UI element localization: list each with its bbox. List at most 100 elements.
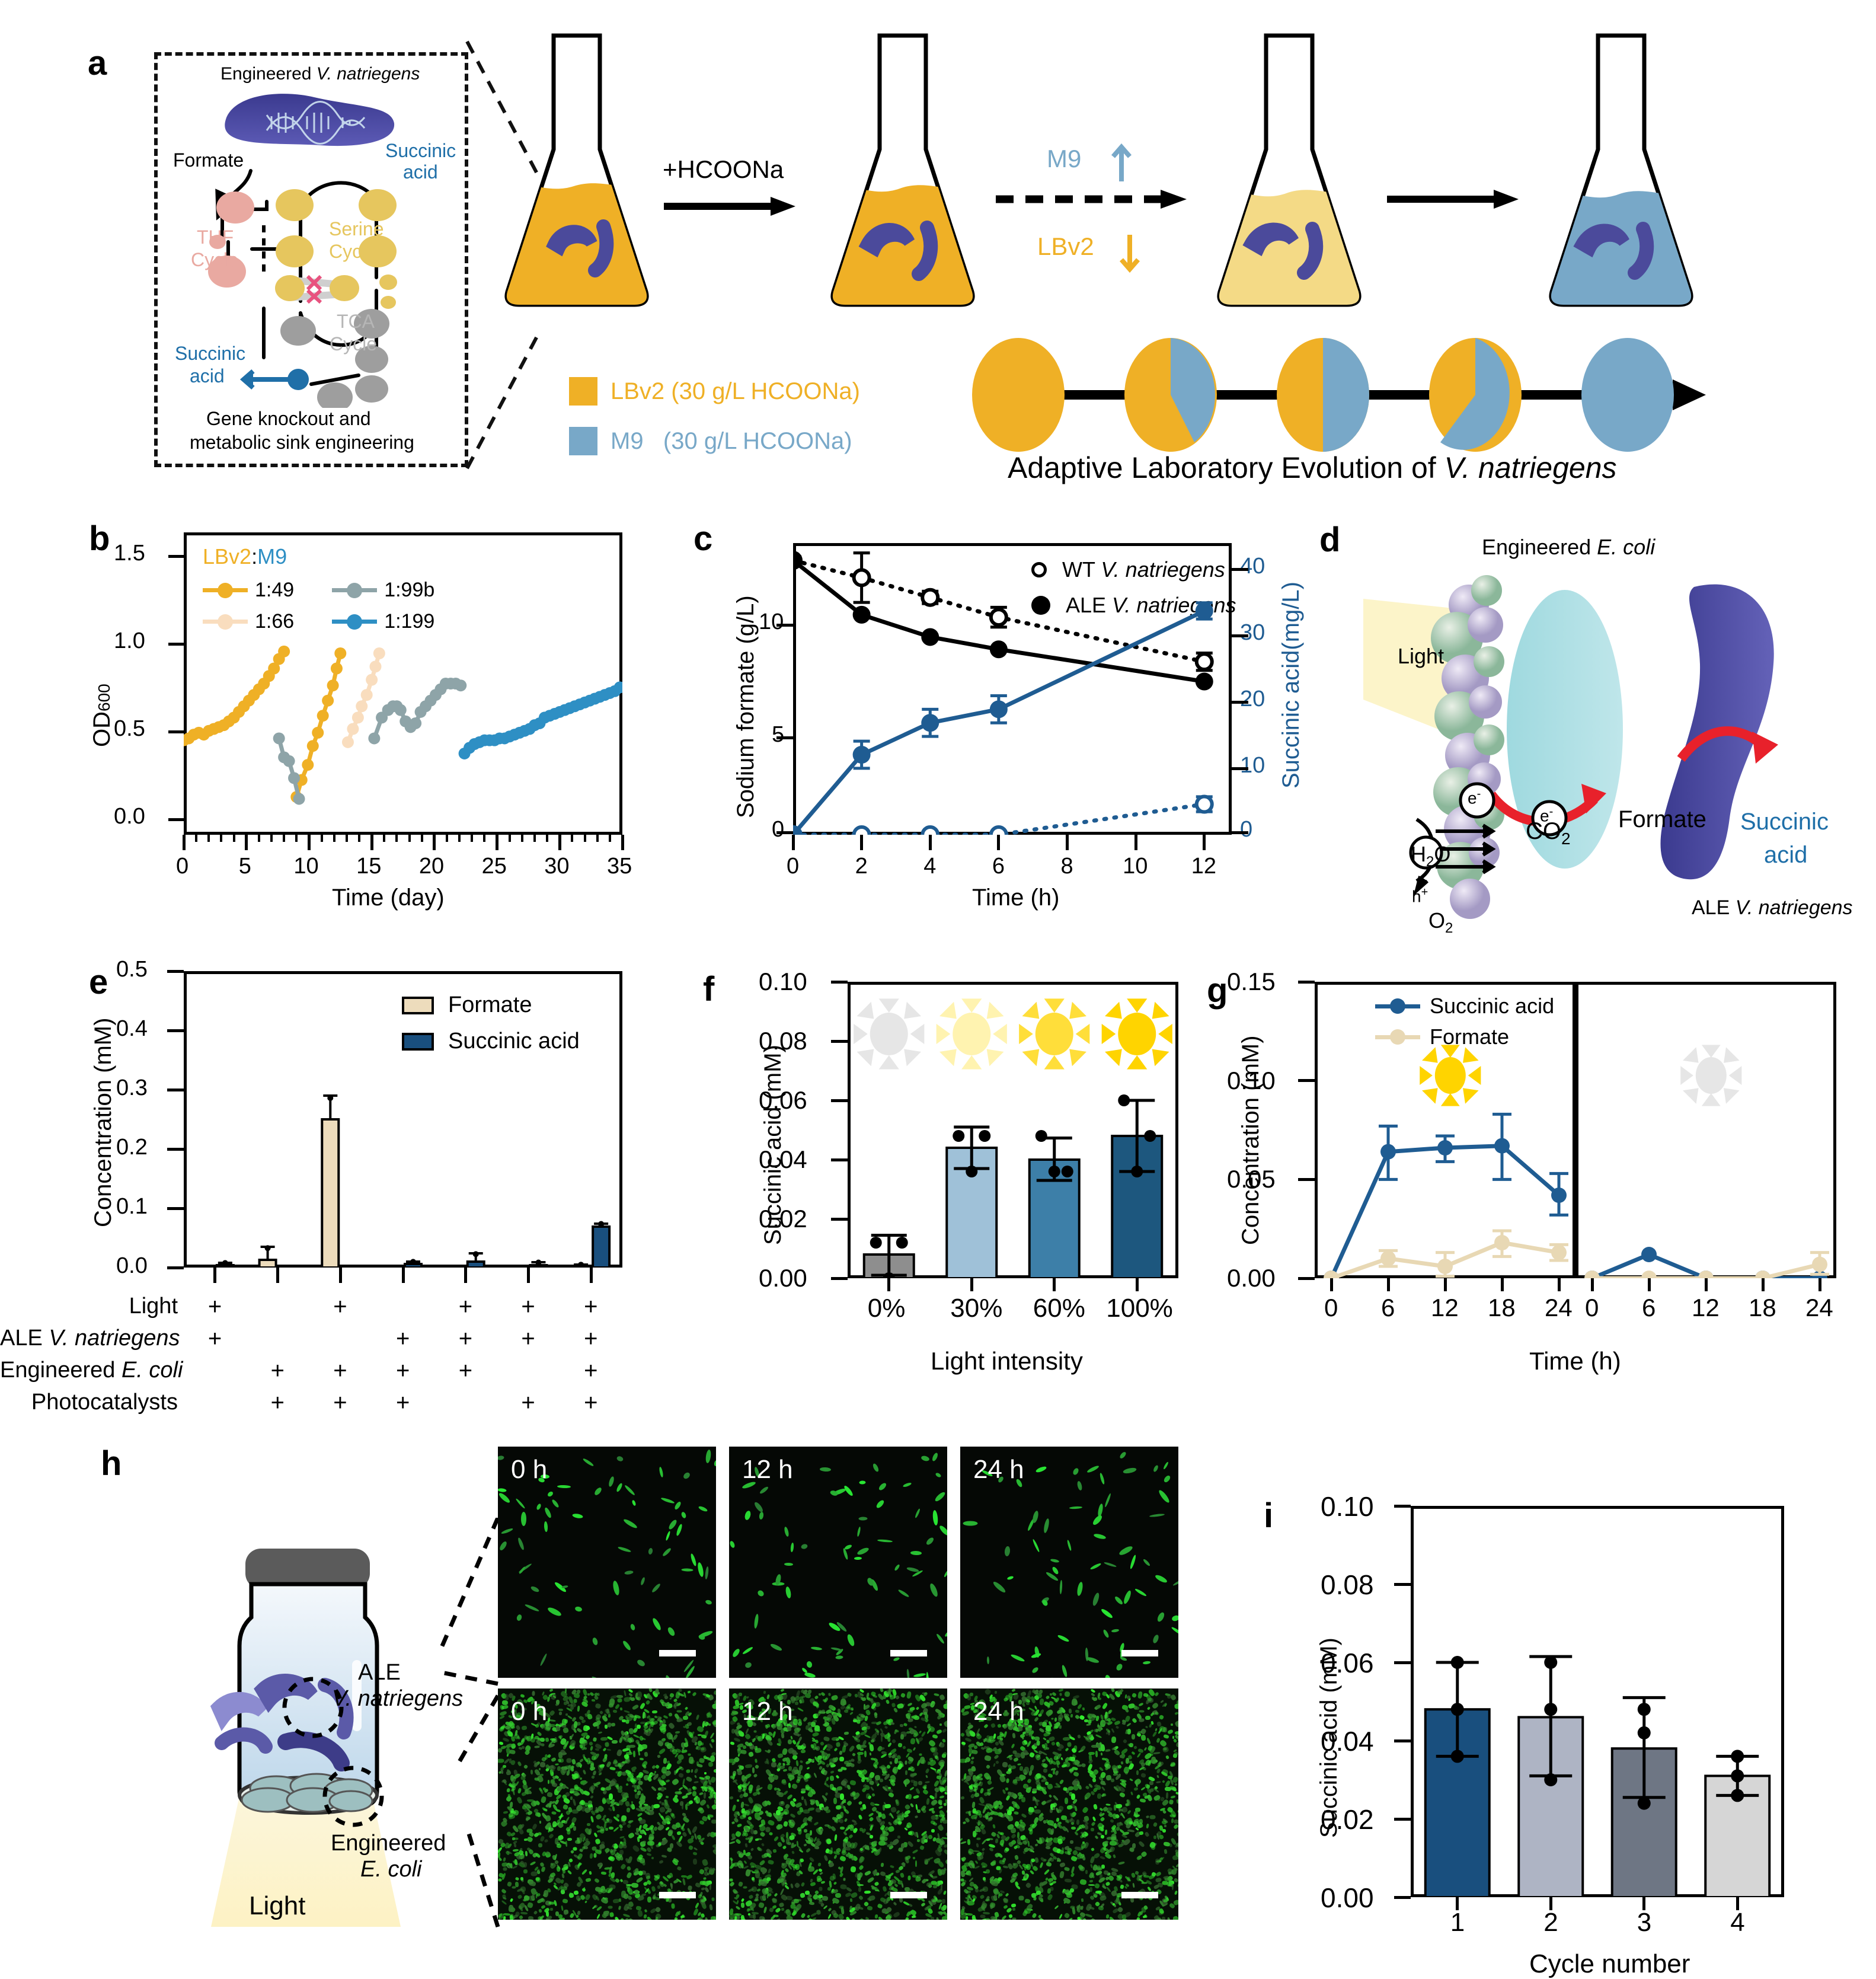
condition-plus-mark: + — [333, 1358, 347, 1384]
tick-label: 0.4 — [116, 1016, 148, 1041]
panel-b-xlabel: Time (day) — [332, 885, 445, 911]
panel-d-bottom-label: ALE V. natriegens — [1692, 896, 1853, 919]
condition-plus-mark: + — [521, 1326, 535, 1352]
legend-line-1-66 — [203, 614, 248, 630]
panel-d-co2-label: CO2 — [1526, 818, 1571, 848]
tick-mark — [220, 835, 223, 842]
tick-label: 0.04 — [759, 1145, 807, 1173]
tick-mark — [1298, 1079, 1315, 1083]
panel-f-plot-area — [854, 998, 1172, 1278]
tick-label: 12 — [1692, 1294, 1720, 1322]
panel-e-legend-succinic: Succinic acid — [402, 1029, 580, 1054]
panel-e-legend: Formate Succinic acid — [402, 992, 580, 1054]
tick-mark — [496, 835, 499, 850]
legend-line-1-99 — [332, 582, 378, 598]
tick-mark — [338, 1268, 342, 1283]
tick-mark — [1394, 1739, 1411, 1742]
tick-mark — [167, 969, 184, 973]
condition-plus-mark: + — [521, 1390, 535, 1416]
condition-plus-mark: + — [333, 1294, 347, 1320]
tick-mark — [1298, 980, 1315, 984]
tick-mark — [608, 835, 611, 842]
tick-label: 0% — [867, 1294, 906, 1323]
tick-mark — [1704, 1278, 1708, 1291]
panel-d-succinic-1: Succinic — [1740, 809, 1829, 835]
tick-mark — [1500, 1278, 1504, 1291]
condition-plus-mark: + — [458, 1326, 473, 1352]
panel-c-xlabel: Time (h) — [972, 885, 1060, 911]
tick-label: 8 — [1060, 854, 1073, 879]
panel-b-ytick-0p5: 0.5 — [114, 716, 145, 741]
arrow-3 — [1387, 190, 1519, 209]
tick-mark — [320, 835, 323, 842]
tick-label: 0.5 — [116, 957, 148, 982]
panel-d-electron-2: e- — [1540, 805, 1554, 825]
legend-swatch-formate — [402, 996, 434, 1014]
panel-i-letter: i — [1264, 1496, 1274, 1535]
tick-mark — [1818, 1278, 1821, 1291]
panel-f: f Succinic acid (mM) 0.00 0.02 0.04 0.06 0.0… — [682, 949, 1191, 1399]
condition-plus-mark: + — [458, 1358, 473, 1384]
tick-mark — [245, 835, 248, 850]
panel-h-row1-label-2: V. natriegens — [332, 1686, 464, 1711]
tick-mark — [283, 835, 286, 842]
panel-b-plot-area — [184, 645, 622, 805]
serine-cycle-label-1: Serine — [329, 218, 384, 240]
panel-b-legend-title-m9: M9 — [257, 544, 287, 569]
tick-label: 4 — [923, 854, 937, 879]
tick-mark — [333, 835, 335, 842]
legend-line-1-49 — [203, 582, 248, 598]
tick-label: 4 — [1730, 1908, 1745, 1937]
panel-b-ytick-1p5: 1.5 — [114, 541, 145, 566]
m9-up-label: M9 — [1047, 145, 1082, 173]
tick-label: 12 — [1191, 854, 1217, 879]
panel-d-letter: d — [1319, 521, 1341, 559]
panel-a-legend: LBv2 (30 g/L HCOONa) M9 (30 g/L HCOONa) — [569, 377, 860, 455]
panel-e-frame — [184, 971, 622, 1268]
inset-succinic-top-2: acid — [403, 161, 438, 183]
condition-plus-mark: + — [584, 1358, 598, 1384]
panel-c-plot-area — [793, 551, 1214, 835]
tick-label: 0.15 — [1227, 968, 1276, 995]
panel-g-legend-succinic: Succinic acid — [1375, 994, 1554, 1019]
tick-label: 12 — [1431, 1294, 1459, 1322]
condition-plus-mark: + — [584, 1390, 598, 1416]
flask-2 — [830, 33, 975, 307]
tick-mark — [408, 835, 411, 842]
panel-c-legend: WT V. natriegens ALE V. natriegens — [1031, 557, 1236, 618]
tick-mark — [1456, 1897, 1459, 1910]
panel-d-hplus-label: h+ — [1412, 886, 1428, 906]
tick-mark — [970, 1278, 973, 1291]
panel-g-frame-left — [1315, 982, 1575, 1278]
panel-c-ylabel-left: Sodium formate (g/L) — [733, 595, 759, 818]
tick-mark — [1330, 1278, 1333, 1291]
tick-mark — [207, 835, 210, 842]
panel-c-legend-wt-label: WT V. natriegens — [1062, 557, 1225, 582]
inset-caption-line2: metabolic sink engineering — [190, 432, 414, 453]
panel-c-rtick-mark-0 — [1232, 831, 1248, 834]
condition-row-label: Photocatalysts — [31, 1390, 178, 1415]
tick-mark — [508, 835, 511, 842]
tick-mark — [420, 835, 423, 842]
scale-bar — [659, 1892, 696, 1898]
panel-c-ytick-10: 10 — [759, 609, 784, 634]
panel-f-letter: f — [703, 970, 715, 1008]
condition-plus-mark: + — [584, 1326, 598, 1352]
condition-plus-mark: + — [396, 1358, 410, 1384]
tick-label: 0 — [787, 854, 800, 879]
panel-c-legend-ale: ALE V. natriegens — [1031, 593, 1236, 618]
tick-label: 10 — [1123, 854, 1148, 879]
tick-mark — [458, 835, 461, 842]
tick-mark — [546, 835, 549, 842]
arrow-2-dashed — [996, 190, 1187, 209]
panel-i-plot-area — [1424, 1655, 1771, 1897]
tick-mark — [621, 835, 624, 850]
tick-label: 0.00 — [759, 1264, 807, 1292]
tick-label: 0.00 — [1321, 1882, 1374, 1913]
tick-label: 25 — [481, 854, 507, 879]
panel-c-ytick-0: 0 — [772, 817, 785, 842]
legend-label-lbv2: LBv2 (30 g/L HCOONa) — [611, 378, 860, 404]
tick-mark — [1590, 1278, 1594, 1291]
inset-connector-lines — [465, 40, 541, 470]
micrograph-engineered-ecoli: 0 h — [498, 1688, 716, 1920]
